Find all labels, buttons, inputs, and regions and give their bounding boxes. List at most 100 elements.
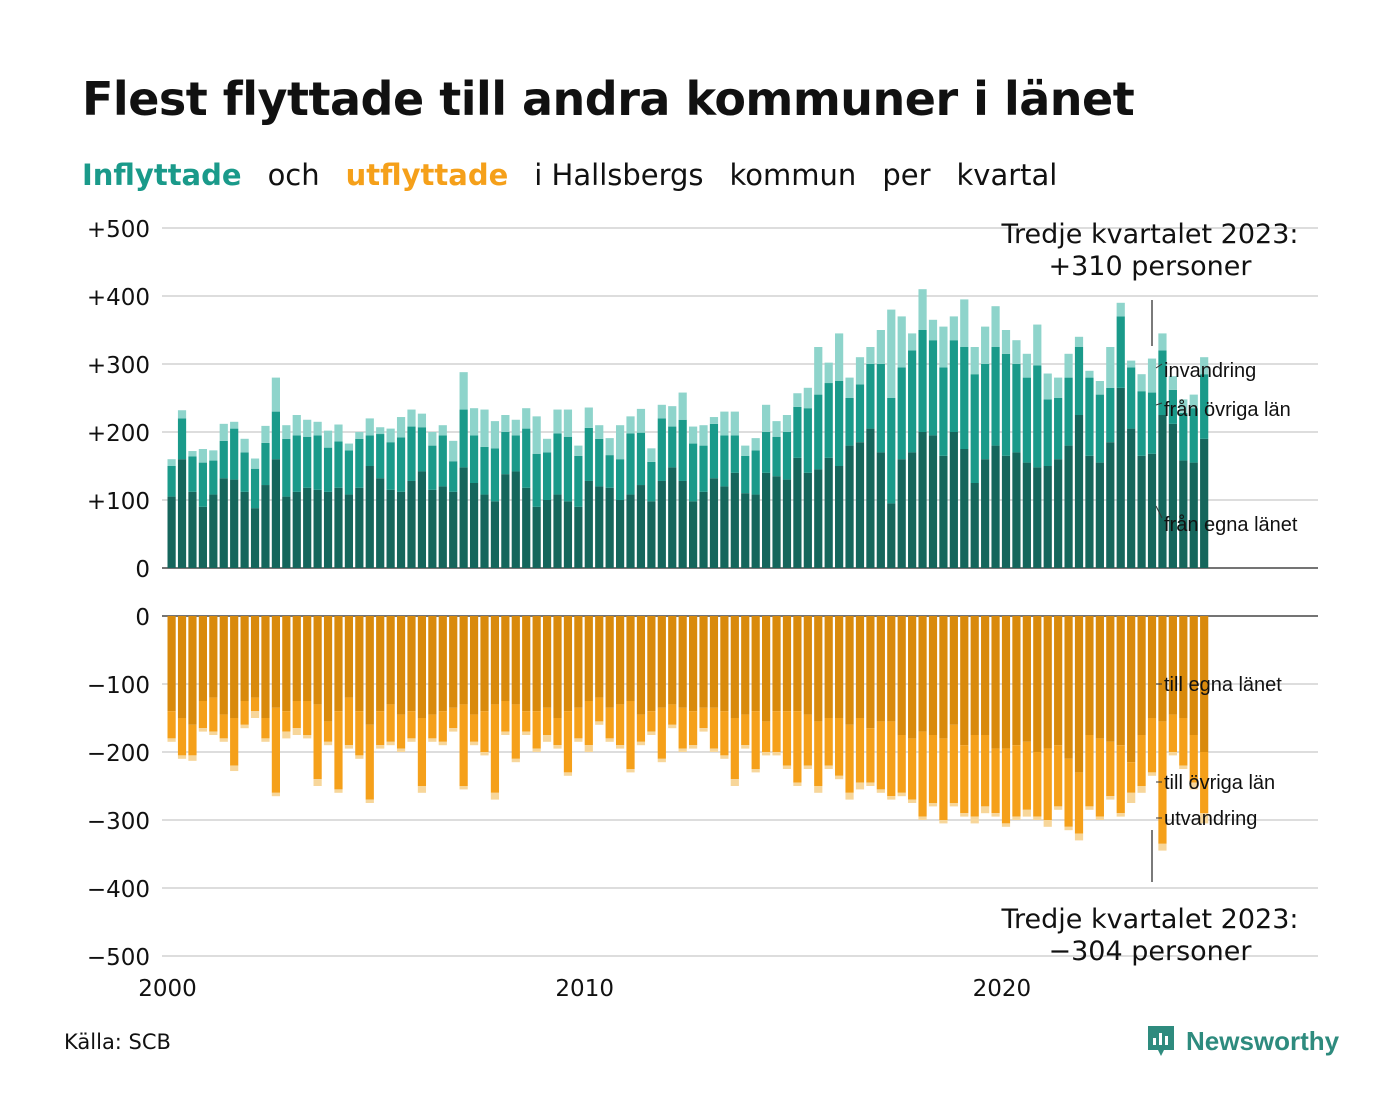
bar-in-own-county bbox=[574, 506, 583, 568]
bar-in-immigration bbox=[532, 416, 541, 454]
bar-out-emigration bbox=[689, 745, 698, 749]
top-y-tick-label: +300 bbox=[87, 353, 150, 379]
bar-out-emigration bbox=[1127, 792, 1136, 803]
bar-out-own-county bbox=[188, 616, 197, 725]
bar-out-emigration bbox=[1043, 820, 1052, 827]
bar-in-own-county bbox=[887, 503, 896, 568]
subtitle-word: per bbox=[882, 158, 931, 192]
bar-in-own-county bbox=[918, 432, 927, 568]
bar-in-immigration bbox=[501, 415, 510, 432]
bar-out-emigration bbox=[271, 792, 280, 797]
bar-in-own-county bbox=[1033, 467, 1042, 568]
bar-in-other-counties bbox=[396, 437, 406, 492]
bar-in-other-counties bbox=[188, 456, 197, 492]
bar-out-other-counties bbox=[1054, 745, 1063, 807]
bar-in-other-counties bbox=[835, 381, 844, 466]
bar-out-other-counties bbox=[699, 707, 708, 729]
bar-in-immigration bbox=[1074, 336, 1084, 347]
bar-in-immigration bbox=[261, 425, 270, 443]
bar-out-emigration bbox=[230, 765, 239, 772]
bar-in-immigration bbox=[636, 408, 646, 433]
bar-out-emigration bbox=[1106, 796, 1115, 800]
bottom-y-tick-label: −300 bbox=[87, 809, 150, 835]
bar-in-immigration bbox=[334, 424, 343, 442]
bar-in-other-counties bbox=[970, 374, 979, 483]
bar-in-other-counties bbox=[250, 468, 260, 509]
bar-in-immigration bbox=[438, 425, 447, 436]
bar-in-own-county bbox=[1022, 462, 1031, 568]
bar-out-emigration bbox=[511, 758, 520, 763]
bar-out-other-counties bbox=[574, 707, 583, 739]
bar-in-other-counties bbox=[574, 455, 583, 507]
bar-in-immigration bbox=[991, 306, 1000, 347]
bar-in-other-counties bbox=[939, 367, 948, 456]
bar-in-immigration bbox=[803, 387, 812, 409]
bar-in-own-county bbox=[469, 483, 479, 568]
bar-in-other-counties bbox=[198, 462, 207, 507]
bar-out-own-county bbox=[1200, 616, 1209, 752]
bar-out-emigration bbox=[1074, 833, 1084, 841]
bar-out-emigration bbox=[250, 711, 260, 718]
bar-in-own-county bbox=[1106, 442, 1115, 568]
bar-out-emigration bbox=[1189, 782, 1198, 790]
bar-out-other-counties bbox=[991, 748, 1000, 814]
bar-in-own-county bbox=[1012, 452, 1021, 568]
bar-out-own-county bbox=[960, 616, 969, 746]
bar-out-emigration bbox=[365, 799, 374, 803]
top-series-label-tick bbox=[1155, 402, 1163, 406]
bar-out-other-counties bbox=[355, 711, 364, 756]
bar-in-own-county bbox=[198, 506, 207, 568]
bar-in-own-county bbox=[928, 435, 938, 568]
bar-in-other-counties bbox=[219, 440, 228, 479]
bar-in-immigration bbox=[1001, 330, 1011, 354]
top-annotation-line-2: +310 personer bbox=[1048, 251, 1252, 282]
bar-in-other-counties bbox=[230, 428, 239, 480]
bar-out-own-county bbox=[344, 616, 354, 698]
bar-out-other-counties bbox=[1012, 745, 1021, 817]
bar-in-other-counties bbox=[1085, 377, 1094, 456]
bar-in-other-counties bbox=[1179, 412, 1188, 461]
bar-in-immigration bbox=[615, 425, 625, 460]
bar-out-own-county bbox=[553, 616, 562, 718]
bar-in-other-counties bbox=[772, 436, 781, 477]
bar-out-other-counties bbox=[407, 711, 416, 739]
bar-in-other-counties bbox=[1064, 377, 1073, 446]
bar-out-other-counties bbox=[824, 718, 833, 766]
bar-in-immigration bbox=[250, 458, 260, 469]
bar-out-other-counties bbox=[438, 711, 447, 742]
bar-in-immigration bbox=[741, 445, 750, 456]
bar-in-other-counties bbox=[678, 419, 687, 481]
bar-in-immigration bbox=[584, 407, 593, 428]
bar-out-other-counties bbox=[845, 724, 854, 793]
bar-out-own-county bbox=[595, 616, 604, 698]
bar-in-own-county bbox=[532, 506, 541, 568]
bar-out-other-counties bbox=[230, 718, 239, 766]
bar-in-immigration bbox=[1064, 353, 1073, 378]
bar-in-other-counties bbox=[876, 364, 885, 453]
bar-out-other-counties bbox=[417, 718, 427, 786]
bar-out-emigration bbox=[1085, 806, 1094, 810]
bar-out-own-county bbox=[668, 616, 677, 705]
bar-out-emigration bbox=[303, 735, 312, 739]
bar-in-own-county bbox=[960, 449, 969, 568]
bar-out-other-counties bbox=[762, 721, 771, 752]
bar-out-other-counties bbox=[772, 711, 781, 752]
bar-in-other-counties bbox=[626, 433, 635, 495]
bar-out-emigration bbox=[668, 724, 677, 729]
bar-in-other-counties bbox=[344, 450, 354, 495]
bar-out-other-counties bbox=[960, 745, 969, 814]
top-y-tick-label: +500 bbox=[87, 217, 150, 243]
bar-out-emigration bbox=[782, 765, 792, 769]
bar-in-other-counties bbox=[928, 340, 938, 436]
bar-in-own-county bbox=[438, 486, 447, 568]
bar-in-other-counties bbox=[981, 364, 990, 460]
bar-in-own-county bbox=[1001, 455, 1011, 568]
bar-out-emigration bbox=[198, 728, 207, 732]
bar-in-immigration bbox=[960, 299, 969, 347]
bar-out-own-county bbox=[1116, 616, 1125, 746]
bar-in-immigration bbox=[177, 410, 187, 419]
bar-out-other-counties bbox=[1189, 735, 1198, 783]
bar-in-immigration bbox=[835, 333, 844, 381]
bar-in-immigration bbox=[595, 425, 604, 439]
bar-out-own-county bbox=[386, 616, 395, 705]
